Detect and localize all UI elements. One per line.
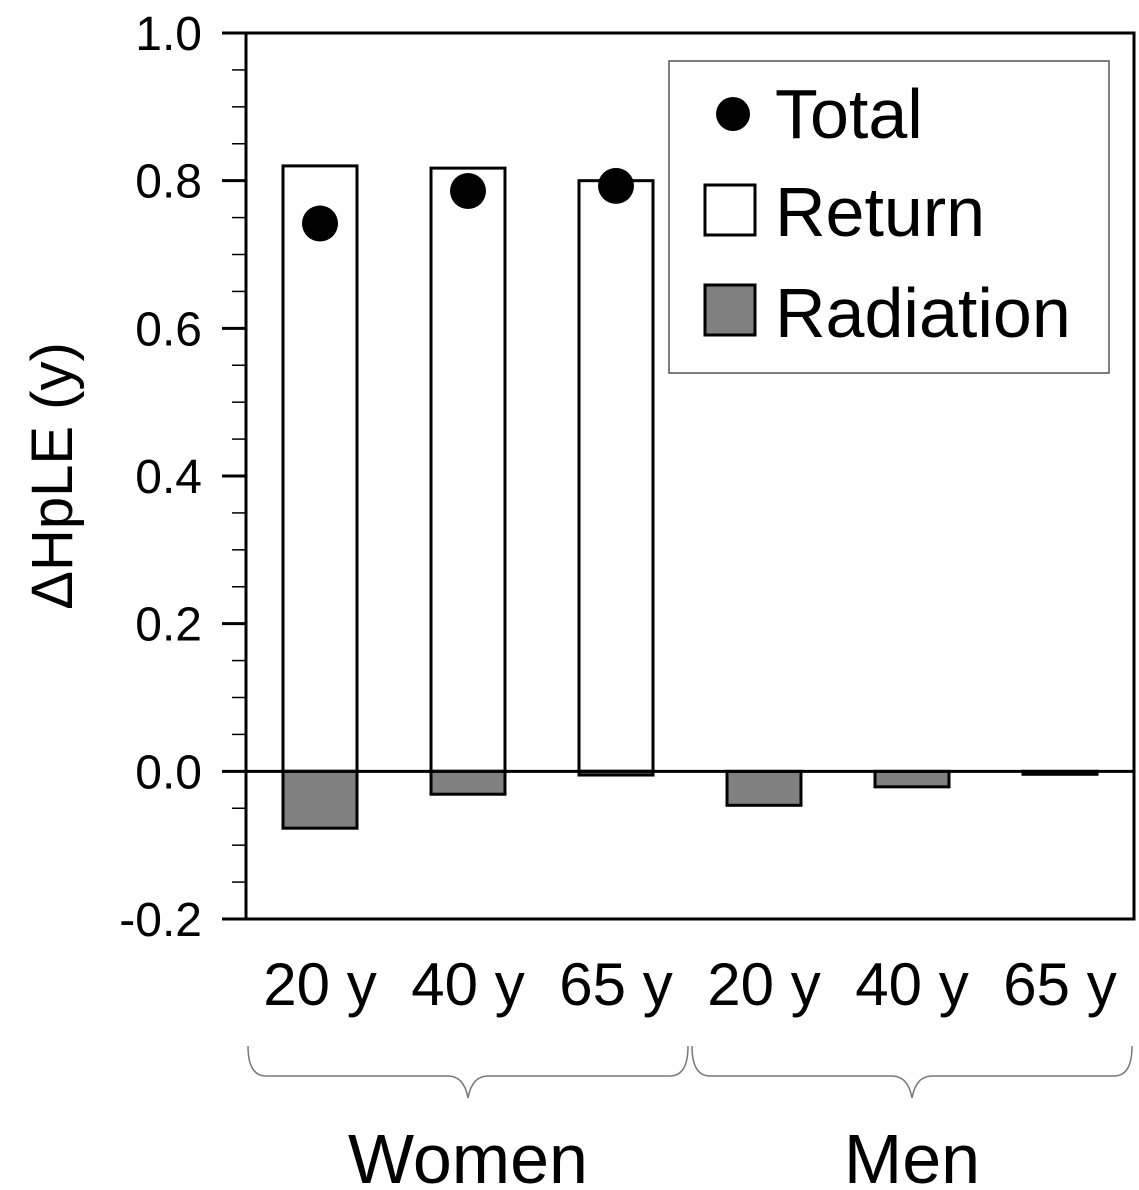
x-category-labels: 20 y 40 y 65 y 20 y 40 y 65 y <box>263 951 1116 1018</box>
legend-total-marker <box>716 97 750 131</box>
group-brace <box>247 1045 689 1099</box>
bar-radiation <box>281 769 359 830</box>
group-braces <box>247 1045 1133 1099</box>
y-tick-label: 0.0 <box>135 746 202 799</box>
x-category-label: 40 y <box>855 951 968 1018</box>
legend-total-label: Total <box>775 75 923 153</box>
y-tick-label: 0.6 <box>135 303 202 356</box>
x-category-label: 20 y <box>707 951 820 1018</box>
y-tick-label: 1.0 <box>135 8 202 61</box>
bar-radiation <box>873 769 951 789</box>
group-label: Men <box>844 1120 980 1190</box>
bar-radiation <box>725 769 803 807</box>
bar-return <box>281 164 359 773</box>
x-category-label: 20 y <box>263 951 376 1018</box>
x-category-label: 65 y <box>1003 951 1116 1018</box>
legend: Total Return Radiation <box>668 60 1110 374</box>
x-category-label: 65 y <box>559 951 672 1018</box>
y-tick-label: 0.2 <box>135 599 202 652</box>
x-category-label: 40 y <box>411 951 524 1018</box>
group-label: Women <box>348 1120 588 1190</box>
total-points <box>302 167 634 242</box>
total-point <box>450 173 486 210</box>
bar-radiation <box>429 769 507 796</box>
total-point <box>598 167 634 204</box>
legend-return-swatch <box>703 183 757 237</box>
legend-radiation-label: Radiation <box>775 274 1071 352</box>
y-axis-title: ΔHpLE (y) <box>20 342 85 610</box>
y-tick-label: 0.4 <box>135 451 202 504</box>
bar-return <box>577 179 655 773</box>
y-tick-label: 0.8 <box>135 156 202 209</box>
group-labels: Women Men <box>348 1120 980 1190</box>
y-major-ticks: 1.0 0.8 0.6 0.4 0.2 0.0 -0.2 <box>119 8 246 947</box>
y-tick-label: -0.2 <box>119 894 202 947</box>
legend-return-label: Return <box>775 173 985 251</box>
bar-return <box>429 166 507 773</box>
group-brace <box>691 1045 1133 1099</box>
legend-radiation-swatch <box>703 283 757 337</box>
total-point <box>302 205 338 242</box>
bars <box>281 164 1099 830</box>
